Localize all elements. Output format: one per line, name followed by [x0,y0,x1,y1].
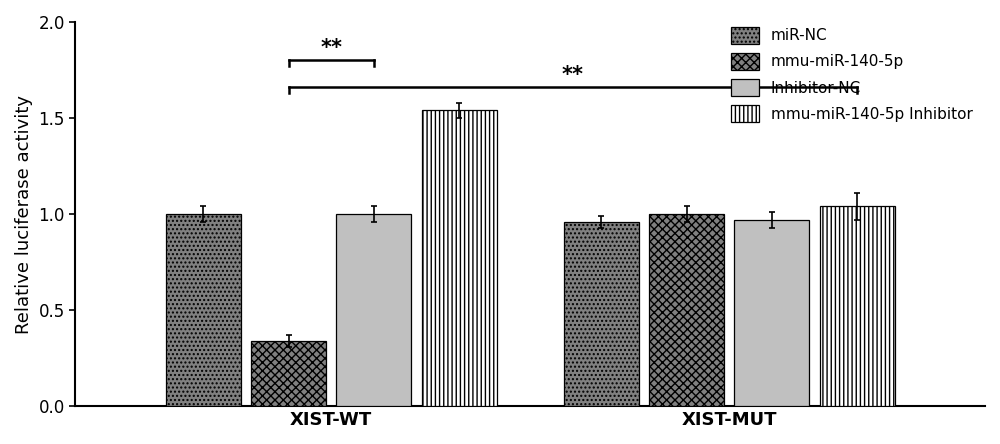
Bar [336,214,411,406]
Legend: miR-NC, mmu-miR-140-5p, Inhibitor-NC, mmu-miR-140-5p Inhibitor: miR-NC, mmu-miR-140-5p, Inhibitor-NC, mm… [727,22,977,127]
Bar [734,220,809,406]
Bar [649,214,724,406]
Bar [166,214,241,406]
Bar [820,206,895,406]
Bar [422,111,497,406]
Text: **: ** [562,65,584,85]
Bar [564,222,639,406]
Bar [251,341,326,406]
Text: **: ** [320,39,342,59]
Y-axis label: Relative luciferase activity: Relative luciferase activity [15,95,33,333]
